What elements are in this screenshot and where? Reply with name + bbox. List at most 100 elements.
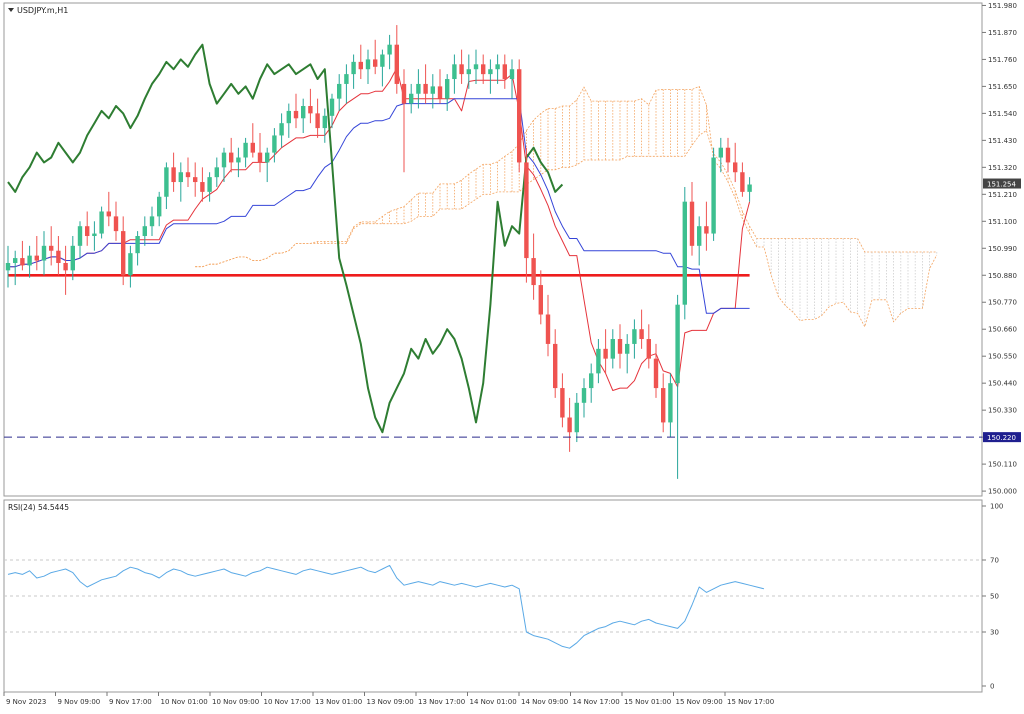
bear-candle-body [63,262,68,271]
rsi-tick-label: 30 [990,629,999,637]
bull-candle-body [488,69,493,75]
bear-candle-body [567,417,572,433]
bull-candle-body [27,255,32,266]
price-pane[interactable]: 151.980 151.870 151.760 151.650 151.540 151.4… [3,2,1021,497]
bull-candle-body [473,64,479,70]
bull-candle-body [409,93,414,104]
bear-candle-body [121,231,126,276]
time-tick-label: 14 Nov 01:00 [470,698,517,706]
bull-candle-body [747,184,752,192]
bull-candle-body [380,54,385,67]
bear-candle-body [401,83,407,104]
bull-candle-body [589,373,594,389]
rsi-pane[interactable]: 100 70 50 30 0 RSI(24) 54.5445 [3,499,1003,693]
rsi-tick-label: 70 [990,557,999,565]
time-tick-label: 15 Nov 01:00 [624,698,671,706]
price-tick-label: 150.770 [988,299,1017,307]
time-tick-label: 15 Nov 17:00 [727,698,774,706]
price-tick-label: 151.870 [988,29,1017,37]
bull-candle-body [416,83,421,94]
bear-candle-body [200,182,205,192]
bear-candle-body [56,250,61,263]
time-tick-label: 9 Nov 2023 [6,698,46,706]
bear-candle-body [193,177,198,183]
bull-candle-body [574,402,579,433]
price-tick-label: 150.660 [988,326,1017,334]
bull-candle-body [596,348,601,374]
price-tick-label: 150.550 [988,353,1017,361]
rsi-tick-label: 0 [990,683,994,691]
time-tick-label: 14 Nov 17:00 [573,698,620,706]
time-tick-label: 13 Nov 17:00 [418,698,465,706]
current-price-badge-bg [983,178,1021,189]
price-tick-label: 151.210 [988,191,1017,199]
bull-candle-body [243,142,248,158]
bear-candle-body [20,258,25,266]
bull-candle-body [711,157,716,234]
symbol-label: USDJPY.m,H1 [17,6,68,15]
level-price-badge: 150.220 [987,434,1016,442]
bear-candle-body [481,64,486,75]
bull-candle-body [77,226,83,246]
bear-candle-body [531,258,536,286]
bull-candle-body [329,98,335,116]
bull-candle-body [5,262,11,271]
dropdown-triangle-icon[interactable] [8,8,14,12]
bull-candle-body [207,177,212,192]
bull-candle-body [149,216,155,227]
rsi-line [4,559,982,649]
bull-candle-body [236,157,241,163]
bull-candle-body [625,343,630,354]
bear-candle-body [502,64,507,80]
bear-candle-body [524,162,529,259]
bear-candle-body [617,339,623,354]
bear-candle-body [733,162,738,173]
bear-candle-body [293,110,299,119]
senkou-span-b [195,130,937,268]
symbol-header: USDJPY.m,H1 [8,6,68,15]
bear-candle-body [517,69,522,163]
bear-candle-body [538,285,543,315]
bull-candle-body [286,110,291,124]
bull-candle-body [214,167,219,178]
bull-candle-body [344,74,349,84]
price-pane-frame [3,2,983,497]
time-axis: 9 Nov 2023 9 Nov 09:00 9 Nov 17:00 10 Nov 0… [3,692,774,706]
chikou-span-line [7,43,564,434]
bull-candle-body [157,196,162,217]
price-axis: 151.980 151.870 151.760 151.650 151.540 151.4… [982,2,1021,496]
bull-candle-body [41,245,47,261]
time-tick-label: 13 Nov 01:00 [315,698,362,706]
bull-candle-body [142,226,147,237]
bear-candle-body [373,59,378,67]
time-tick-label: 14 Nov 09:00 [521,698,568,706]
bear-candle-body [34,255,39,261]
price-tick-label: 150.110 [988,461,1017,469]
bull-candle-body [365,59,371,70]
bull-candle-body [99,211,104,234]
time-tick-label: 10 Nov 09:00 [212,698,259,706]
bull-candle-body [70,245,75,271]
bull-candle-body [351,61,356,75]
bull-candle-body [272,135,277,153]
bull-candle-body [128,253,133,276]
bull-candle-body [92,233,97,237]
bull-candle-body [610,339,615,359]
time-tick-label: 10 Nov 17:00 [264,698,311,706]
bull-candle-body [430,86,435,94]
bull-candle-body [178,172,183,183]
price-tick-label: 151.430 [988,137,1017,145]
tenkan-sen-line [8,67,751,391]
level-price-badge-bg [983,432,1021,443]
bear-candle-body [315,113,320,129]
bear-candle-body [704,226,709,234]
bear-candle-body [545,314,551,344]
bear-candle-body [553,343,558,389]
bull-candle-body [221,152,227,168]
bull-candle-body [495,64,500,70]
bull-candle-body [718,147,723,158]
candles [5,25,752,479]
